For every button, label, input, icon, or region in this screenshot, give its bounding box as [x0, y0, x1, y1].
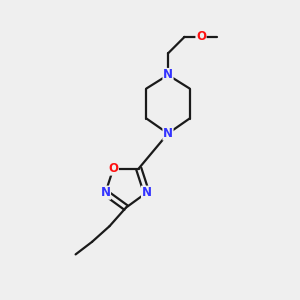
Text: O: O: [196, 30, 206, 44]
Text: N: N: [163, 127, 173, 140]
Text: N: N: [100, 186, 110, 199]
Text: N: N: [163, 68, 173, 82]
Text: N: N: [142, 186, 152, 199]
Text: O: O: [108, 162, 118, 175]
